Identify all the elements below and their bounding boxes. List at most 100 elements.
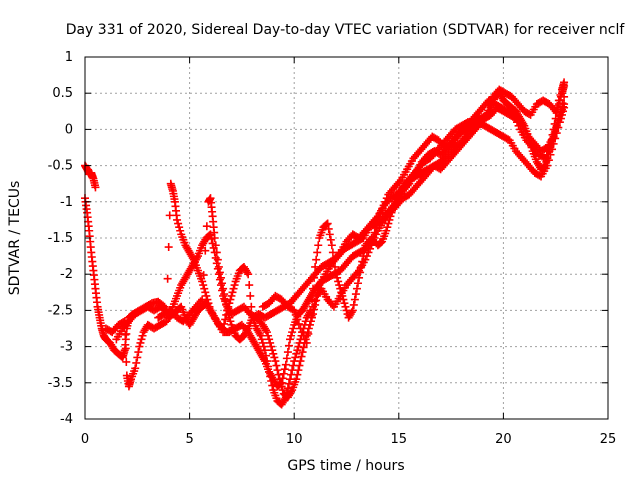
data-point <box>279 369 288 378</box>
data-point <box>314 241 323 250</box>
data-point <box>243 268 252 277</box>
data-point <box>256 331 265 340</box>
data-point <box>287 331 296 340</box>
data-point <box>301 317 310 326</box>
data-point <box>201 288 210 297</box>
data-point <box>341 302 350 311</box>
data-point <box>215 268 224 277</box>
data-point <box>348 306 357 315</box>
data-point <box>221 295 230 304</box>
x-tick-label: 0 <box>81 432 89 447</box>
y-tick-label: 0 <box>65 122 73 137</box>
data-point <box>553 118 562 127</box>
data-point <box>378 205 387 214</box>
data-point <box>512 118 521 127</box>
data-point <box>327 241 336 250</box>
data-point <box>334 277 343 286</box>
data-point <box>339 295 348 304</box>
data-point <box>224 310 233 319</box>
data-point <box>370 220 379 229</box>
data-point <box>374 212 383 221</box>
data-point <box>213 255 222 264</box>
data-point <box>277 382 286 391</box>
data-point <box>286 335 295 344</box>
data-point <box>292 349 301 358</box>
data-point <box>295 338 304 347</box>
data-point <box>268 346 277 355</box>
data-point <box>552 123 561 132</box>
data-point <box>297 352 306 361</box>
data-point <box>201 246 210 255</box>
data-point <box>228 288 237 297</box>
data-point <box>387 208 396 217</box>
data-point <box>211 241 220 250</box>
data-point <box>389 201 398 210</box>
data-point <box>266 338 275 347</box>
data-point <box>273 366 282 375</box>
data-point <box>509 110 518 119</box>
data-point <box>246 291 255 300</box>
data-point <box>229 284 238 293</box>
data-point <box>357 262 366 271</box>
data-point <box>200 284 209 293</box>
data-point <box>340 299 349 308</box>
data-point <box>336 284 345 293</box>
data-point <box>296 324 305 333</box>
data-point <box>198 295 207 304</box>
data-point <box>298 328 307 337</box>
data-point <box>484 106 493 115</box>
data-point <box>271 357 280 366</box>
data-point <box>337 288 346 297</box>
data-point <box>333 273 342 282</box>
data-point <box>304 329 313 338</box>
data-point <box>372 230 381 239</box>
data-point <box>549 134 558 143</box>
data-point <box>324 224 333 233</box>
data-point <box>260 346 269 355</box>
data-point <box>543 161 552 170</box>
data-point <box>364 248 373 257</box>
data-point <box>359 252 368 261</box>
data-point <box>263 328 272 337</box>
data-point <box>511 114 520 123</box>
data-point <box>335 281 344 290</box>
data-point <box>381 197 390 206</box>
data-point <box>553 101 562 110</box>
data-point <box>305 320 314 329</box>
data-point <box>312 291 321 300</box>
data-point <box>199 271 208 280</box>
data-point <box>278 386 287 395</box>
data-point <box>264 362 273 371</box>
data-point <box>384 219 393 228</box>
data-point <box>551 107 560 116</box>
data-point <box>385 215 394 224</box>
y-tick-label: -2 <box>60 267 73 282</box>
data-point <box>282 388 291 397</box>
data-point <box>338 291 347 300</box>
data-point <box>220 319 229 328</box>
data-point <box>310 297 319 306</box>
data-point <box>290 357 299 366</box>
x-tick-label: 15 <box>391 432 408 447</box>
data-point <box>373 215 382 224</box>
data-point <box>288 366 297 375</box>
data-point <box>267 342 276 351</box>
data-point <box>274 370 283 379</box>
data-point <box>269 349 278 358</box>
x-tick-label: 5 <box>185 432 193 447</box>
data-point <box>290 306 299 315</box>
data-point <box>366 244 375 253</box>
data-point <box>298 348 307 357</box>
data-point <box>547 139 556 148</box>
y-tick-label: -1.5 <box>48 231 73 246</box>
data-point <box>219 284 228 293</box>
data-point <box>230 281 239 290</box>
data-point <box>556 105 565 114</box>
data-point <box>508 110 517 119</box>
data-point <box>312 255 321 264</box>
data-point <box>199 281 208 290</box>
data-point <box>132 358 141 367</box>
data-point <box>257 335 266 344</box>
data-point <box>294 319 303 328</box>
